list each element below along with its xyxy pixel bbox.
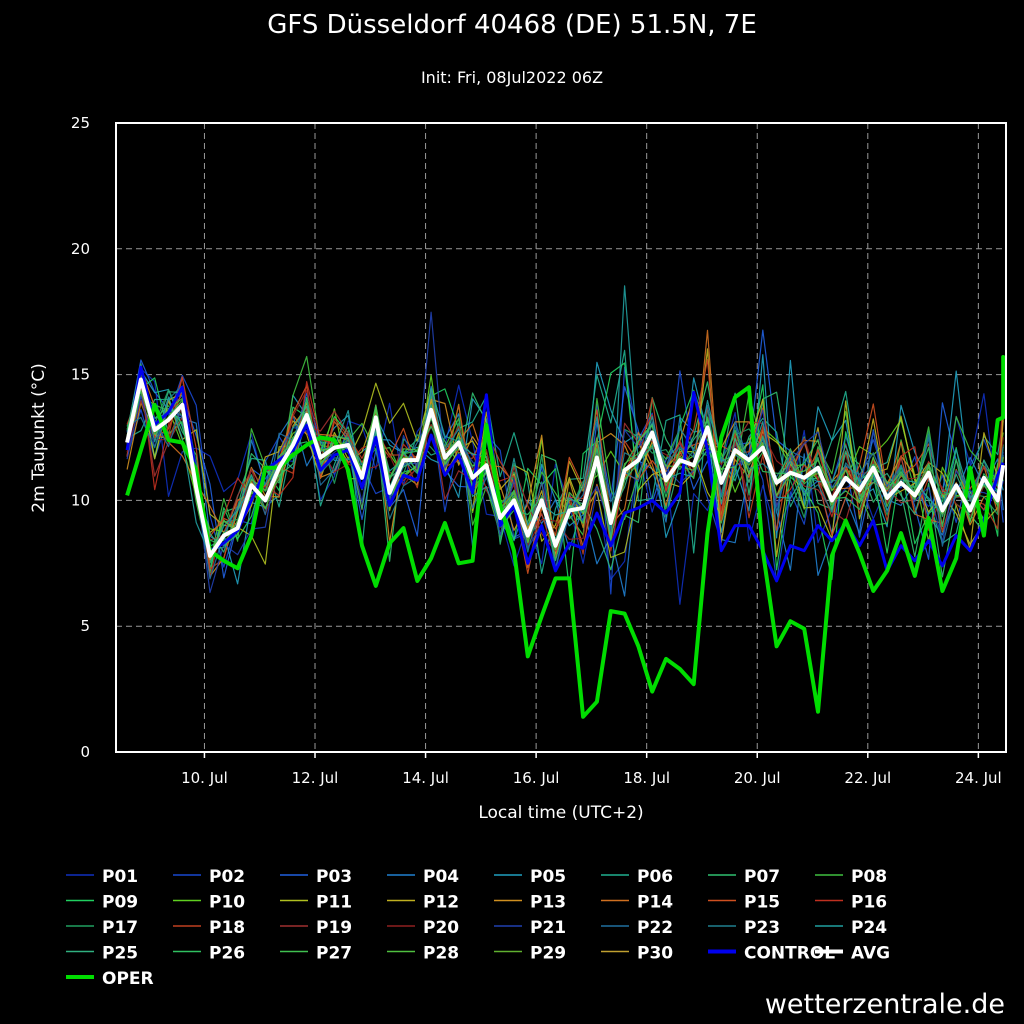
legend-label-p27: P27 xyxy=(316,944,352,964)
y-axis-label: 2m Taupunkt (°C) xyxy=(29,363,49,512)
legend-label-p04: P04 xyxy=(423,867,459,887)
legend-label-p18: P18 xyxy=(209,918,245,938)
series-layer xyxy=(125,285,1006,719)
legend-label-p23: P23 xyxy=(744,918,780,938)
legend-label-p02: P02 xyxy=(209,867,245,887)
legend-label-avg: AVG xyxy=(851,944,890,964)
legend-label-p25: P25 xyxy=(102,944,138,964)
branding-text: wetterzentrale.de xyxy=(765,989,1005,1020)
x-tick-label: 24. Jul xyxy=(955,769,1002,787)
series-line-avg xyxy=(125,377,1006,558)
legend-label-p24: P24 xyxy=(851,918,887,938)
legend-label-oper: OPER xyxy=(102,969,154,989)
legend-label-p28: P28 xyxy=(423,944,459,964)
legend-label-p20: P20 xyxy=(423,918,459,938)
legend-label-p01: P01 xyxy=(102,867,138,887)
x-tick-label: 18. Jul xyxy=(623,769,670,787)
x-tick-label: 22. Jul xyxy=(844,769,891,787)
legend-label-p29: P29 xyxy=(530,944,566,964)
y-tick-label: 10 xyxy=(71,491,90,509)
legend-label-p13: P13 xyxy=(530,893,566,913)
legend-label-p15: P15 xyxy=(744,893,780,913)
x-tick-label: 14. Jul xyxy=(402,769,449,787)
legend: P01 P02 P03 P04 P05 P06 P07 P08 P09 P10 P11 P12 P13 P… xyxy=(66,867,890,989)
x-tick-label: 16. Jul xyxy=(513,769,560,787)
y-tick-label: 25 xyxy=(71,114,90,132)
x-tick-label: 20. Jul xyxy=(734,769,781,787)
legend-label-p14: P14 xyxy=(637,893,673,913)
legend-label-p21: P21 xyxy=(530,918,566,938)
legend-label-p11: P11 xyxy=(316,893,352,913)
legend-label-p06: P06 xyxy=(637,867,673,887)
y-tick-label: 20 xyxy=(71,240,90,258)
chart-subtitle: Init: Fri, 08Jul2022 06Z xyxy=(421,68,603,87)
legend-label-p03: P03 xyxy=(316,867,352,887)
y-tick-label: 5 xyxy=(80,617,90,635)
legend-label-p30: P30 xyxy=(637,944,673,964)
tick-layer: 0 5 10 15 20 25 10. Jul 12. Jul 14. Jul 16. Jul 18… xyxy=(71,114,1002,787)
legend-label-p19: P19 xyxy=(316,918,352,938)
x-axis-label: Local time (UTC+2) xyxy=(478,803,643,823)
legend-label-control: CONTROL xyxy=(744,944,835,964)
chart-title: GFS Düsseldorf 40468 (DE) 51.5N, 7E xyxy=(267,10,757,40)
y-tick-label: 0 xyxy=(80,743,90,761)
series-line-p12 xyxy=(126,348,1004,558)
legend-label-p26: P26 xyxy=(209,944,245,964)
legend-label-p09: P09 xyxy=(102,893,138,913)
legend-label-p08: P08 xyxy=(851,867,887,887)
x-tick-label: 10. Jul xyxy=(181,769,228,787)
legend-label-p12: P12 xyxy=(423,893,459,913)
series-line-control xyxy=(125,365,1005,583)
plot-frame xyxy=(115,122,1007,753)
y-tick-label: 15 xyxy=(71,366,90,384)
legend-label-p16: P16 xyxy=(851,893,887,913)
legend-label-p17: P17 xyxy=(102,918,138,938)
legend-label-p05: P05 xyxy=(530,867,566,887)
legend-label-p22: P22 xyxy=(637,918,673,938)
legend-label-p07: P07 xyxy=(744,867,780,887)
legend-label-p10: P10 xyxy=(209,893,245,913)
x-tick-label: 12. Jul xyxy=(292,769,339,787)
